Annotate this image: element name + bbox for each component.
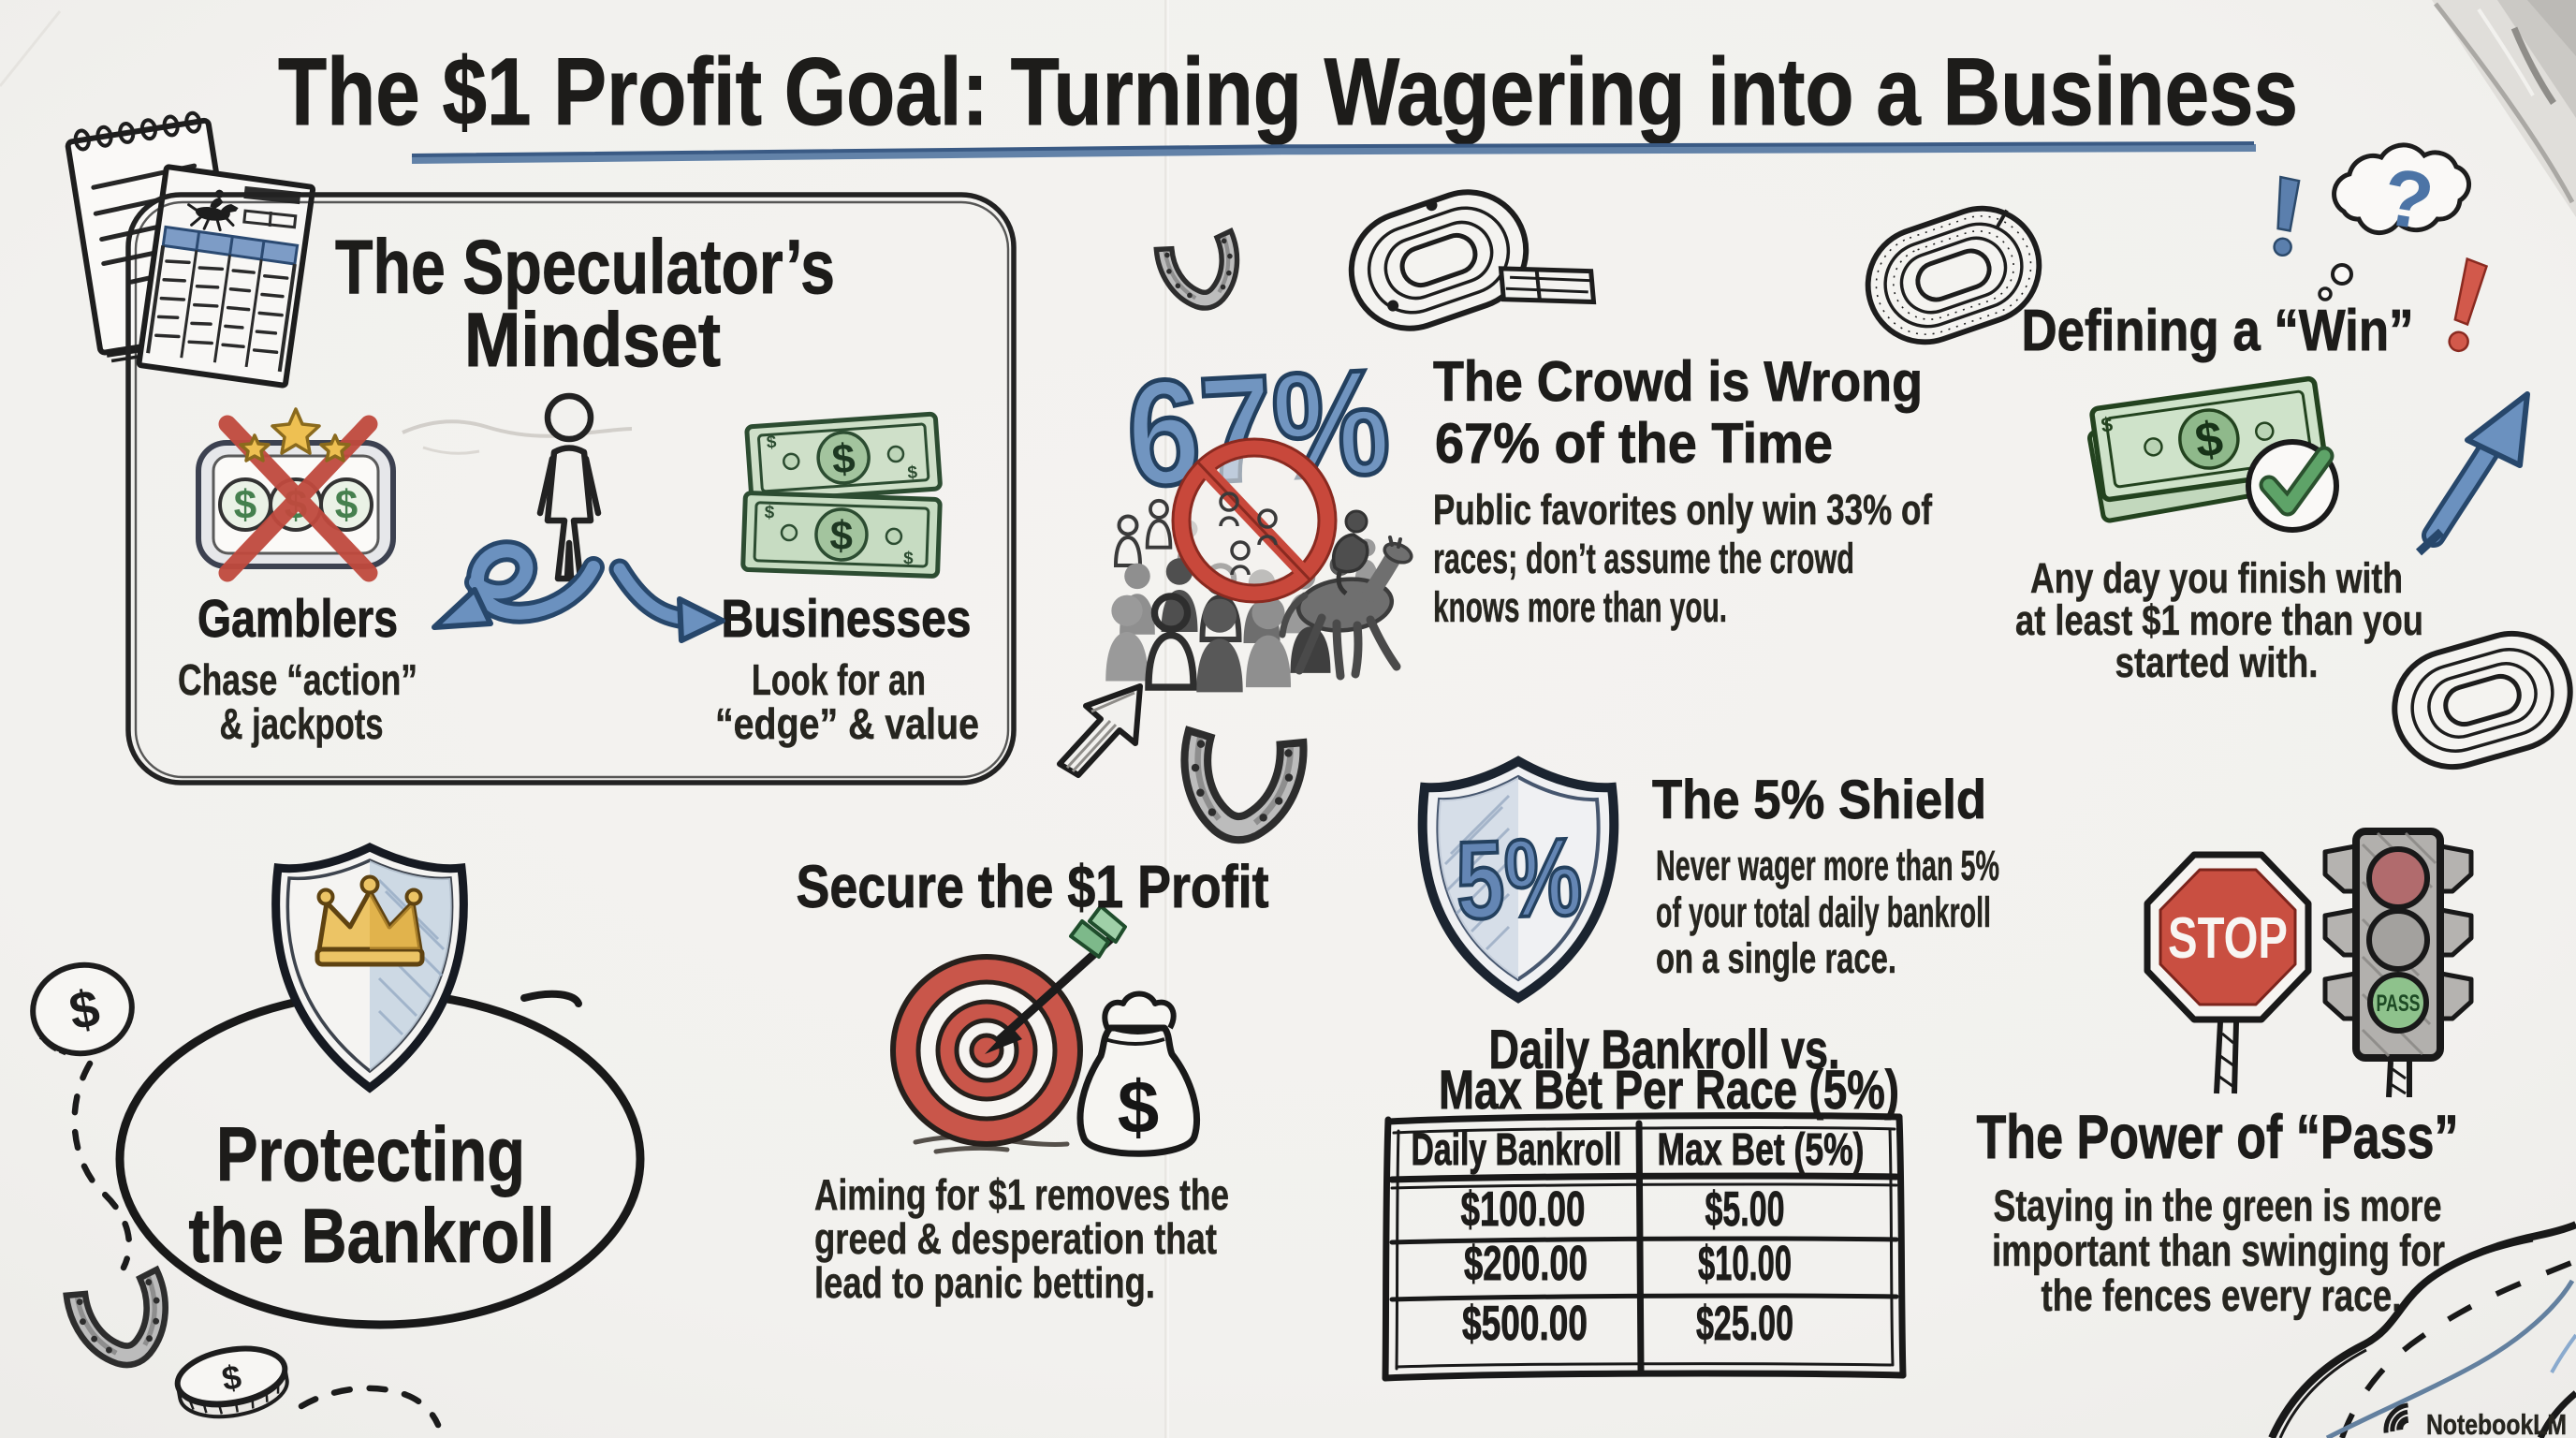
svg-text:started with.: started with. (2115, 638, 2319, 686)
svg-text:the fences every race.: the fences every race. (2042, 1270, 2402, 1320)
svg-text:races; don’t assume the crowd: races; don’t assume the crowd (1433, 535, 1854, 582)
svg-text:$10.00: $10.00 (1698, 1237, 1792, 1291)
svg-text:Staying in the green is more: Staying in the green is more (1994, 1181, 2442, 1230)
svg-text:The Speculator’s: The Speculator’s (335, 225, 835, 310)
svg-text:Max Bet Per Race (5%): Max Bet Per Race (5%) (1439, 1060, 1899, 1121)
svg-text:lead to panic betting.: lead to panic betting. (814, 1258, 1155, 1307)
svg-text:$: $ (830, 435, 856, 483)
svg-text:The $1 Profit Goal: Turning Wa: The $1 Profit Goal: Turning Wagering int… (278, 38, 2298, 145)
svg-text:The Power of “Pass”: The Power of “Pass” (1977, 1102, 2459, 1171)
svg-text:$: $ (335, 482, 358, 528)
svg-text:$: $ (2100, 412, 2115, 436)
svg-text:Max Bet (5%): Max Bet (5%) (1658, 1125, 1865, 1175)
svg-text:Daily Bankroll: Daily Bankroll (1412, 1125, 1622, 1175)
svg-text:$: $ (764, 503, 775, 522)
svg-text:5%: 5% (1454, 815, 1584, 944)
svg-text:Look for an: Look for an (752, 655, 926, 704)
svg-text:greed & desperation that: greed & desperation that (814, 1214, 1217, 1263)
svg-text:Aiming for $1 removes the: Aiming for $1 removes the (814, 1170, 1229, 1219)
svg-text:Chase “action”: Chase “action” (178, 655, 417, 704)
svg-text:$: $ (829, 513, 854, 560)
svg-text:at least $1 more than you: at least $1 more than you (2015, 596, 2423, 644)
svg-text:$200.00: $200.00 (1464, 1237, 1588, 1291)
svg-text:Mindset: Mindset (464, 298, 721, 383)
svg-text:knows more than you.: knows more than you. (1433, 583, 1727, 631)
svg-text:Defining a “Win”: Defining a “Win” (2022, 299, 2414, 363)
svg-text:Public favorites only win 33%: Public favorites only win 33% of (1433, 486, 1933, 534)
svg-text:$: $ (1118, 1065, 1160, 1149)
svg-text:$: $ (903, 549, 915, 568)
svg-text:Gamblers: Gamblers (198, 589, 398, 649)
svg-text:Businesses: Businesses (722, 589, 972, 649)
svg-text:& jackpots: & jackpots (220, 699, 384, 748)
svg-text:$: $ (234, 482, 256, 528)
svg-text:on a single race.: on a single race. (1656, 934, 1896, 982)
svg-text:Never wager more than 5%: Never wager more than 5% (1656, 842, 1999, 889)
svg-text:“edge” & value: “edge” & value (715, 699, 979, 748)
svg-text:Daily Bankroll vs.: Daily Bankroll vs. (1489, 1020, 1840, 1080)
svg-text:$500.00: $500.00 (1462, 1297, 1588, 1351)
svg-text:the Bankroll: the Bankroll (189, 1194, 555, 1279)
svg-text:$5.00: $5.00 (1705, 1182, 1785, 1237)
svg-text:67% of the Time: 67% of the Time (1435, 412, 1833, 475)
svg-text:important than swinging for: important than swinging for (1992, 1225, 2445, 1275)
svg-text:The Crowd is Wrong: The Crowd is Wrong (1433, 350, 1923, 413)
svg-text:$100.00: $100.00 (1461, 1182, 1586, 1237)
svg-text:The 5% Shield: The 5% Shield (1652, 770, 1986, 830)
svg-text:$: $ (766, 433, 777, 453)
svg-text:STOP: STOP (2168, 906, 2288, 971)
svg-text:PASS: PASS (2377, 990, 2421, 1017)
svg-text:Protecting: Protecting (216, 1112, 525, 1197)
svg-text:of your total daily bankroll: of your total daily bankroll (1656, 888, 1991, 936)
svg-text:Any day you finish with: Any day you finish with (2030, 554, 2403, 602)
svg-text:$25.00: $25.00 (1696, 1297, 1793, 1351)
svg-text:NotebookLM: NotebookLM (2426, 1408, 2567, 1438)
svg-text:$: $ (907, 462, 918, 483)
svg-text:Secure the $1 Profit: Secure the $1 Profit (797, 853, 1269, 920)
